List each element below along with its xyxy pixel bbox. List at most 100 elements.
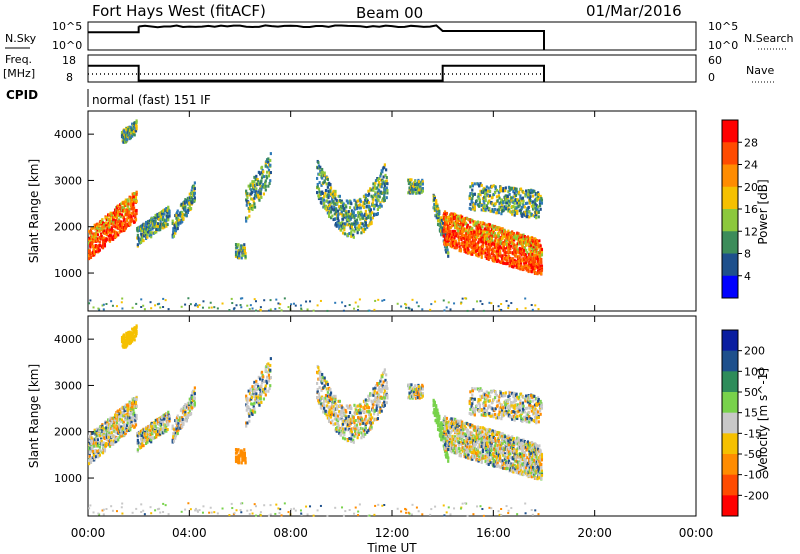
power-cell xyxy=(357,227,360,231)
power-cell xyxy=(246,304,249,307)
power-cell xyxy=(347,210,350,214)
power-cell xyxy=(466,246,469,250)
power-cell xyxy=(533,242,537,246)
power-cell xyxy=(481,225,484,229)
power-cell xyxy=(469,220,472,224)
velocity-cell xyxy=(136,448,139,452)
power-cell xyxy=(258,170,261,174)
power-cell xyxy=(124,198,127,202)
power-cell xyxy=(492,241,495,245)
power-cell xyxy=(97,226,100,230)
velocity-cell xyxy=(143,434,146,438)
velocity-cell xyxy=(149,436,152,440)
power-cell xyxy=(505,262,508,266)
velocity-cell xyxy=(127,414,131,418)
power-cell xyxy=(126,212,129,216)
power-cell xyxy=(494,226,497,230)
power-cell xyxy=(157,227,160,231)
power-cell xyxy=(479,221,482,225)
power-cell xyxy=(534,271,537,275)
power-cell xyxy=(353,307,356,310)
power-cell xyxy=(436,205,439,209)
power-cell xyxy=(513,194,516,198)
power-cell xyxy=(252,205,255,209)
velocity-cell xyxy=(129,331,132,335)
power-cell xyxy=(120,208,124,212)
velocity-cell xyxy=(188,397,191,401)
power-cell xyxy=(537,193,540,197)
power-cell xyxy=(234,242,238,246)
power-cell xyxy=(367,192,371,196)
power-cell xyxy=(486,232,489,236)
power-cell xyxy=(188,196,191,200)
power-cell xyxy=(202,300,205,303)
power-cell xyxy=(328,214,331,218)
power-cell xyxy=(516,209,519,213)
power-cell xyxy=(445,220,449,224)
power-cell xyxy=(470,242,473,246)
power-cell xyxy=(374,194,377,198)
power-cell xyxy=(421,308,424,311)
power-cell xyxy=(129,217,132,221)
power-cell xyxy=(246,216,249,220)
velocity-cell xyxy=(261,378,264,382)
velocity-cell xyxy=(128,342,131,346)
velocity-cell xyxy=(131,336,134,340)
power-cell xyxy=(455,224,459,228)
velocity-cell xyxy=(167,423,170,427)
velocity-cell xyxy=(238,456,241,460)
power-cell xyxy=(101,304,104,307)
power-cell xyxy=(488,235,491,239)
power-cell xyxy=(479,300,482,303)
power-cell xyxy=(480,238,483,242)
power-cell xyxy=(507,199,510,203)
power-cell xyxy=(528,247,531,251)
power-cell xyxy=(501,229,504,233)
velocity-cell xyxy=(160,422,164,426)
power-cell xyxy=(530,262,533,266)
power-cell xyxy=(466,223,469,227)
power-cell xyxy=(326,309,329,312)
velocity-cell xyxy=(102,430,105,434)
velocity-cell xyxy=(101,449,104,453)
velocity-cell xyxy=(132,419,136,423)
power-cell xyxy=(385,179,388,183)
velocity-cell xyxy=(107,427,110,431)
power-cell xyxy=(350,202,353,206)
power-cell xyxy=(375,195,378,199)
power-cell xyxy=(540,268,544,272)
power-cell xyxy=(449,237,452,241)
power-cell xyxy=(384,179,387,183)
power-cell xyxy=(489,234,492,238)
velocity-cell xyxy=(116,413,119,417)
power-cell xyxy=(89,255,93,259)
power-cell xyxy=(512,199,515,203)
power-cell xyxy=(491,224,494,228)
velocity-cell xyxy=(183,407,186,411)
power-cell xyxy=(318,190,321,194)
power-cell xyxy=(521,249,524,253)
power-cell xyxy=(335,199,338,203)
power-cell xyxy=(488,254,492,258)
velocity-cell xyxy=(254,397,257,401)
power-cell xyxy=(474,249,478,253)
power-cell xyxy=(127,209,131,213)
power-cell xyxy=(435,207,438,211)
velocity-cell xyxy=(176,416,179,420)
power-cell xyxy=(94,244,98,248)
power-cell xyxy=(131,306,134,309)
power-cell xyxy=(338,194,341,198)
power-cell xyxy=(373,186,376,190)
freq-series xyxy=(88,64,545,82)
power-cell xyxy=(251,208,254,212)
power-cell xyxy=(522,203,525,207)
velocity-cell xyxy=(157,420,160,424)
power-cell xyxy=(160,217,164,221)
colorbar-tick-label: 24 xyxy=(744,159,758,172)
power-cell xyxy=(155,213,158,217)
power-cell xyxy=(132,210,135,214)
cpid-text: normal (fast) 151 IF xyxy=(92,93,211,107)
power-cell xyxy=(233,307,236,310)
power-cell xyxy=(253,202,256,206)
power-cell xyxy=(502,256,506,260)
